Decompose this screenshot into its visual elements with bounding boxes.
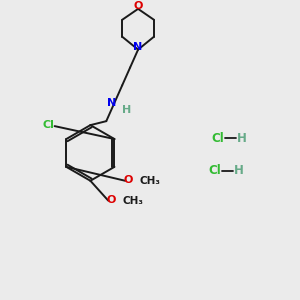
Text: Cl: Cl <box>211 131 224 145</box>
Text: H: H <box>122 105 131 115</box>
Text: N: N <box>106 98 116 108</box>
Text: H: H <box>236 131 246 145</box>
Text: Cl: Cl <box>43 120 55 130</box>
Text: O: O <box>134 1 143 11</box>
Text: O: O <box>106 195 116 205</box>
Text: Cl: Cl <box>208 164 221 177</box>
Text: CH₃: CH₃ <box>123 196 144 206</box>
Text: H: H <box>233 164 243 177</box>
Text: O: O <box>124 175 133 185</box>
Text: CH₃: CH₃ <box>140 176 160 186</box>
Text: N: N <box>134 42 143 52</box>
